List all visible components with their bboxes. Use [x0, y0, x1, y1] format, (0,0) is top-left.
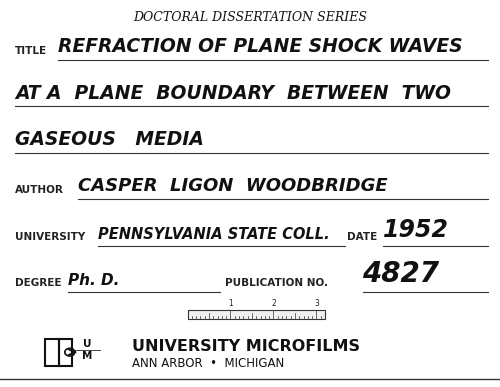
Text: CASPER  LIGON  WOODBRIDGE: CASPER LIGON WOODBRIDGE	[78, 177, 387, 195]
Text: ANN ARBOR  •  MICHIGAN: ANN ARBOR • MICHIGAN	[132, 356, 285, 370]
Text: PUBLICATION NO.: PUBLICATION NO.	[225, 278, 328, 288]
Text: 1952: 1952	[382, 218, 448, 242]
Text: DOCTORAL DISSERTATION SERIES: DOCTORAL DISSERTATION SERIES	[133, 11, 367, 24]
Text: AT A  PLANE  BOUNDARY  BETWEEN  TWO: AT A PLANE BOUNDARY BETWEEN TWO	[15, 84, 451, 103]
Text: 2: 2	[271, 299, 276, 308]
Text: 3: 3	[314, 299, 319, 308]
Text: M: M	[82, 351, 92, 361]
Text: 4827: 4827	[362, 260, 440, 288]
Text: 1: 1	[228, 299, 233, 308]
Text: UNIVERSITY: UNIVERSITY	[15, 232, 85, 242]
Text: GASEOUS   MEDIA: GASEOUS MEDIA	[15, 130, 204, 149]
Bar	[58, 339, 72, 366]
Text: AUTHOR: AUTHOR	[15, 185, 64, 195]
Text: UNIVERSITY MICROFILMS: UNIVERSITY MICROFILMS	[132, 339, 360, 354]
Text: REFRACTION OF PLANE SHOCK WAVES: REFRACTION OF PLANE SHOCK WAVES	[58, 37, 462, 56]
Text: TITLE: TITLE	[15, 46, 47, 56]
Bar	[188, 310, 325, 319]
Text: Ph. D.: Ph. D.	[68, 273, 119, 288]
Text: U: U	[83, 339, 92, 349]
Text: DATE: DATE	[348, 232, 378, 242]
Text: DEGREE: DEGREE	[15, 278, 62, 288]
Text: PENNSYLVANIA STATE COLL.: PENNSYLVANIA STATE COLL.	[98, 227, 329, 242]
Bar	[45, 339, 59, 366]
